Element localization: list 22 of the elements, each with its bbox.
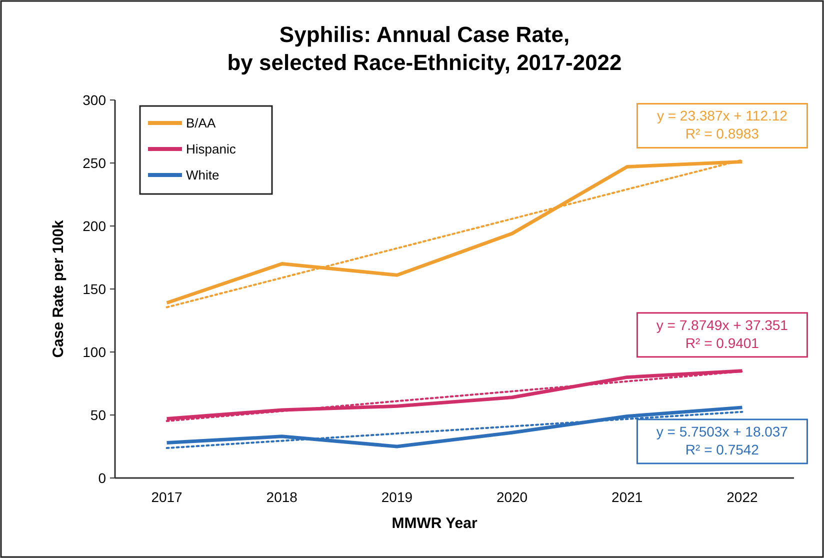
x-tick-label: 2021 (612, 489, 643, 505)
x-tick-label: 2017 (151, 489, 183, 505)
annotation: y = 5.7503x + 18.037 R² = 0.7542 (656, 423, 788, 458)
annotation: y = 7.8749x + 37.351 R² = 0.9401 (656, 316, 788, 351)
x-tick-label: 2019 (381, 489, 413, 505)
y-tick-label: 200 (82, 218, 106, 234)
legend-label: White (186, 168, 220, 183)
annotation: y = 23.387x + 112.12 R² = 0.8983 (656, 108, 788, 142)
y-tick-label: 0 (98, 470, 106, 486)
y-tick-label: 250 (82, 154, 106, 171)
x-tick-label: 2022 (726, 489, 758, 505)
legend-label: Hispanic (186, 142, 236, 157)
y-tick-label: 300 (82, 92, 106, 108)
chart-title: Syphilis: Annual Case Rate, by selected Race-Ethnicity, 2017-2022 (227, 22, 622, 75)
x-tick-label: 2020 (496, 489, 528, 505)
x-tick-label: 2018 (266, 489, 298, 505)
legend-label: B/AA (186, 116, 216, 131)
x-axis-title: MMWR Year (392, 515, 478, 532)
y-tick-label: 100 (82, 344, 106, 360)
y-axis-title: Case Rate per 100k (50, 220, 67, 358)
y-tick-label: 50 (90, 406, 106, 423)
y-tick-label: 150 (82, 280, 106, 297)
